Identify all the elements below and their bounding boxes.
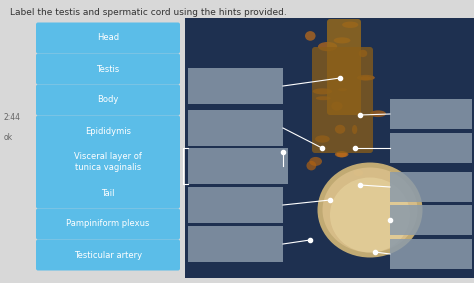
Text: Tail: Tail (101, 188, 115, 198)
Text: ok: ok (4, 134, 13, 143)
Bar (390, 205, 472, 235)
Ellipse shape (314, 18, 322, 28)
Ellipse shape (311, 153, 328, 163)
Text: Visceral layer of
tunica vaginalis: Visceral layer of tunica vaginalis (74, 152, 142, 172)
Ellipse shape (322, 168, 418, 252)
Ellipse shape (347, 100, 354, 105)
Ellipse shape (332, 165, 343, 173)
FancyBboxPatch shape (312, 47, 373, 153)
FancyBboxPatch shape (36, 209, 180, 239)
Bar (188, 187, 283, 223)
Ellipse shape (333, 137, 344, 140)
FancyBboxPatch shape (36, 23, 180, 53)
Ellipse shape (365, 51, 381, 55)
FancyBboxPatch shape (36, 85, 180, 115)
Text: Pampiniform plexus: Pampiniform plexus (66, 220, 150, 228)
Text: Head: Head (97, 33, 119, 42)
Ellipse shape (334, 165, 350, 173)
Ellipse shape (309, 72, 318, 77)
Text: Body: Body (97, 95, 118, 104)
Bar (188, 110, 283, 146)
Ellipse shape (338, 113, 345, 121)
Bar (185, 18, 474, 278)
Ellipse shape (337, 170, 350, 179)
Text: Label the testis and spermatic cord using the hints provided.: Label the testis and spermatic cord usin… (10, 8, 287, 17)
Ellipse shape (356, 23, 368, 29)
Ellipse shape (336, 174, 342, 178)
Text: Testis: Testis (96, 65, 119, 74)
Text: 2:44: 2:44 (4, 113, 21, 123)
Bar (390, 239, 472, 269)
Bar (188, 68, 283, 104)
Ellipse shape (329, 73, 347, 77)
Bar (188, 148, 288, 184)
Bar (188, 226, 283, 262)
FancyBboxPatch shape (36, 142, 180, 183)
Ellipse shape (319, 56, 330, 59)
Bar (390, 172, 472, 202)
Text: Epididymis: Epididymis (85, 127, 131, 136)
Text: Testicular artery: Testicular artery (74, 250, 142, 260)
Ellipse shape (365, 159, 381, 167)
Bar (390, 133, 472, 163)
Ellipse shape (375, 149, 382, 153)
Bar (390, 99, 472, 129)
FancyBboxPatch shape (36, 239, 180, 271)
Ellipse shape (330, 177, 410, 252)
FancyBboxPatch shape (327, 19, 361, 115)
Ellipse shape (349, 53, 361, 63)
Ellipse shape (330, 132, 346, 136)
FancyBboxPatch shape (36, 115, 180, 147)
Ellipse shape (318, 162, 422, 258)
FancyBboxPatch shape (36, 53, 180, 85)
Ellipse shape (367, 114, 377, 119)
FancyBboxPatch shape (36, 177, 180, 209)
Ellipse shape (346, 95, 356, 101)
